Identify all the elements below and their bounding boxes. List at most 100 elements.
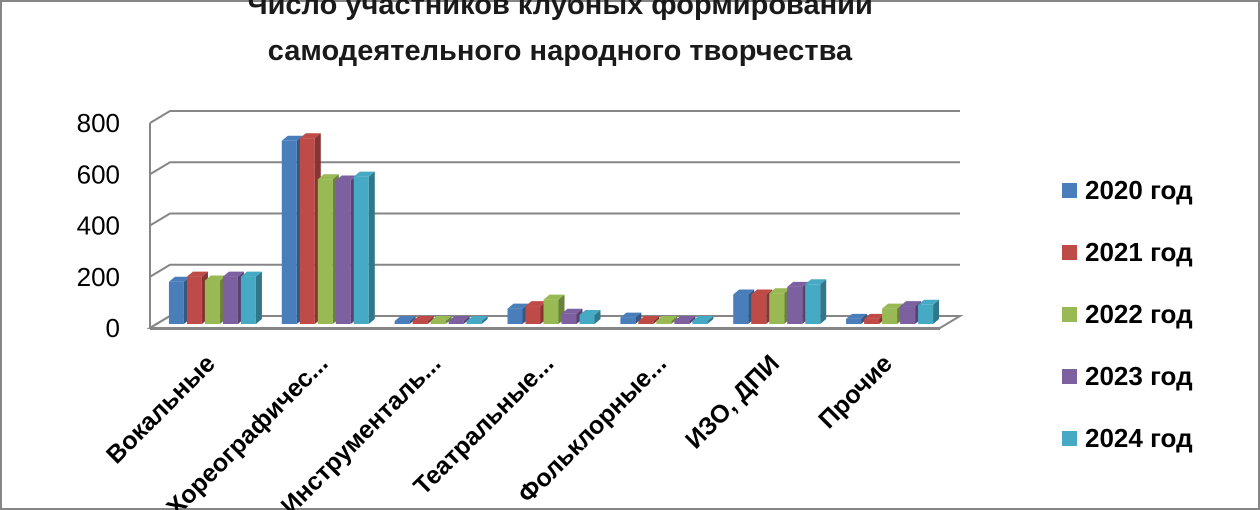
- bar-top: [543, 294, 565, 300]
- bar-top: [394, 316, 416, 321]
- bar-top: [864, 313, 886, 319]
- bar-top: [561, 308, 583, 314]
- bar-top: [466, 316, 488, 321]
- chart-title-line-2: самодеятельного народного творчества: [267, 35, 853, 67]
- bar: [525, 301, 547, 324]
- bar-top: [353, 171, 375, 177]
- bar: [168, 276, 190, 324]
- bar-front: [787, 286, 803, 324]
- bar-top: [412, 316, 434, 321]
- bar-front: [846, 318, 862, 324]
- bar-top: [335, 175, 357, 181]
- bar: [656, 316, 678, 324]
- bar: [918, 299, 940, 324]
- bar: [579, 310, 601, 324]
- bar-top: [882, 303, 904, 309]
- bar-front: [638, 321, 654, 324]
- bar-top: [281, 135, 303, 141]
- bar-front: [656, 321, 672, 324]
- legend-label: 2024 год: [1085, 422, 1193, 453]
- bar: [281, 135, 303, 324]
- bar-top: [656, 316, 678, 321]
- y-axis-ticks: 0 200 400 600 800: [77, 108, 120, 343]
- bar-top: [448, 316, 470, 321]
- bar-top: [674, 316, 696, 321]
- bar-top: [733, 289, 755, 295]
- bar-side: [445, 316, 452, 324]
- bar: [412, 316, 434, 324]
- bar-top: [769, 288, 791, 294]
- y-tick-label: 800: [77, 108, 120, 138]
- chart-title: Число участников клубных формирований са…: [160, 0, 960, 74]
- bar-top: [317, 174, 339, 180]
- bar-front: [579, 315, 595, 324]
- x-axis-ticks: ВокальныеХореографичес...Инструменталь..…: [101, 349, 898, 510]
- legend-item: 2024 год: [1062, 420, 1193, 456]
- bar-front: [525, 306, 541, 324]
- bar-front: [561, 313, 577, 324]
- bar-side: [427, 316, 434, 324]
- bar-top: [240, 271, 262, 277]
- bar-front: [507, 308, 523, 324]
- bar: [204, 275, 226, 324]
- bar-side: [594, 310, 601, 324]
- bar-top: [846, 313, 868, 319]
- bar: [620, 312, 642, 324]
- bar-top: [918, 299, 940, 305]
- bar: [394, 316, 416, 324]
- bar-top: [638, 316, 660, 321]
- bar-front: [620, 317, 636, 324]
- bar: [900, 301, 922, 324]
- bar: [317, 174, 339, 324]
- chart-walls: [149, 123, 171, 329]
- bar: [186, 271, 208, 324]
- bar-top: [507, 303, 529, 309]
- bar: [466, 316, 488, 324]
- gridline: [149, 110, 960, 124]
- bar-front: [918, 304, 934, 324]
- legend-label: 2021 год: [1085, 236, 1193, 267]
- bar-side: [409, 316, 416, 324]
- legend-item: 2022 год: [1062, 296, 1193, 332]
- bar: [335, 175, 357, 324]
- bar-front: [769, 293, 785, 324]
- bar-top: [204, 275, 226, 281]
- bar: [805, 279, 827, 324]
- bar-front: [674, 321, 690, 324]
- x-tick-label: Прочие: [813, 349, 898, 434]
- gridline: [149, 212, 960, 227]
- bar: [787, 281, 809, 324]
- bar-top: [787, 281, 809, 287]
- bar-front: [317, 179, 333, 324]
- bar-side: [671, 316, 678, 324]
- bar-top: [168, 276, 190, 282]
- legend-label: 2023 год: [1085, 360, 1193, 391]
- bar-top: [620, 312, 642, 318]
- bar-top: [186, 271, 208, 277]
- bar-top: [751, 289, 773, 295]
- bar-front: [805, 284, 821, 324]
- bar: [882, 303, 904, 324]
- y-tick-label: 600: [77, 159, 120, 189]
- legend-item: 2023 год: [1062, 358, 1193, 394]
- bar: [430, 316, 452, 324]
- bar: [222, 271, 244, 324]
- bar-front: [692, 321, 708, 324]
- gridline: [149, 161, 960, 176]
- y-tick-label: 0: [106, 313, 120, 343]
- bar: [674, 316, 696, 324]
- bar-top: [805, 279, 827, 285]
- bar: [638, 316, 660, 324]
- bar-front: [204, 280, 220, 324]
- bar-front: [299, 138, 315, 324]
- bar-front: [353, 176, 369, 324]
- bar-front: [281, 140, 297, 324]
- bar: [507, 303, 529, 324]
- bar: [448, 316, 470, 324]
- bar-front: [733, 294, 749, 324]
- legend-label: 2022 год: [1085, 298, 1193, 329]
- bar-top: [525, 301, 547, 307]
- y-tick-label: 400: [77, 211, 120, 241]
